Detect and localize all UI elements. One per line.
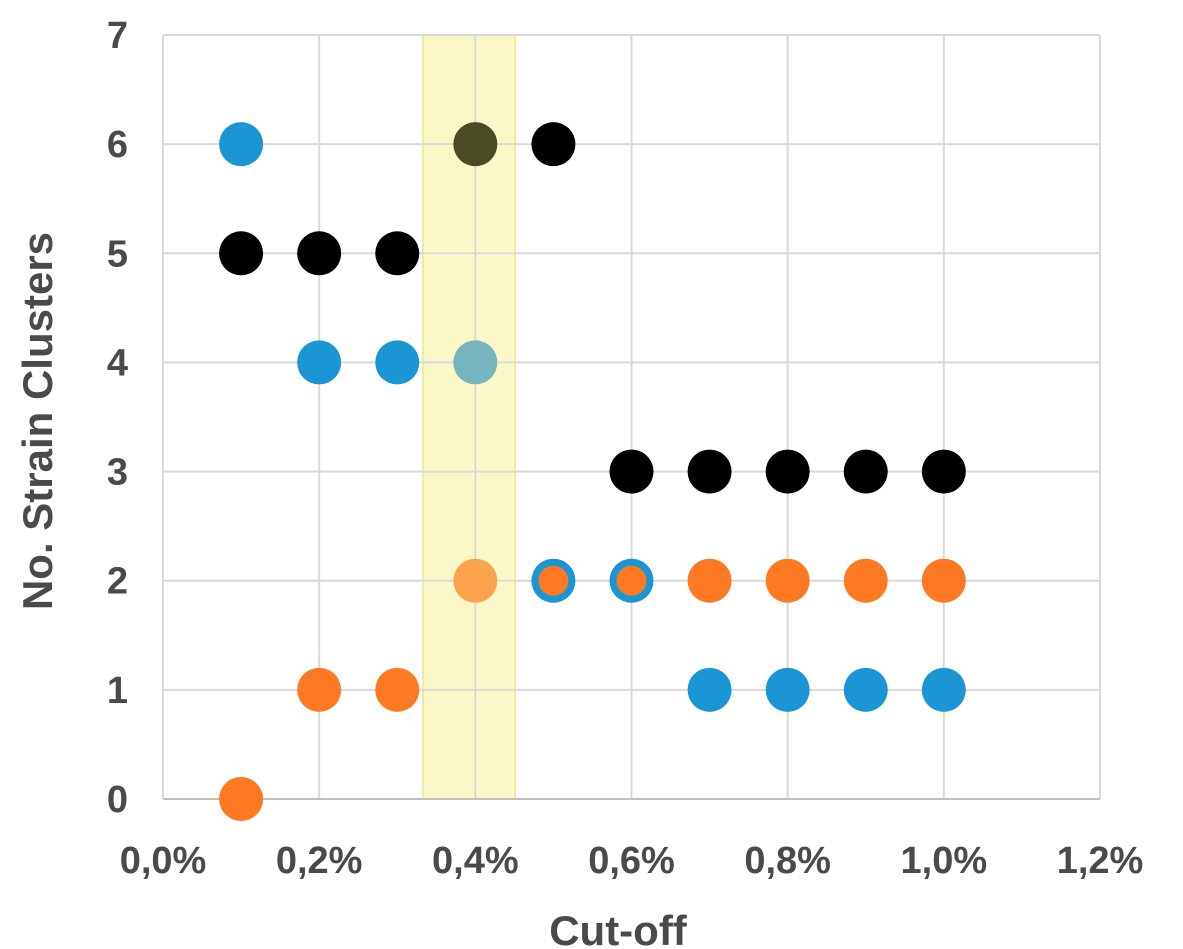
x-tick-label: 0,6%	[588, 840, 675, 882]
data-point	[609, 449, 654, 494]
y-tick-label: 5	[107, 233, 128, 275]
y-axis-title: No. Strain Clusters	[14, 232, 61, 610]
x-tick-label: 0,0%	[120, 840, 207, 882]
data-point	[375, 667, 420, 712]
x-tick-label: 0,4%	[432, 840, 519, 882]
data-point	[453, 558, 498, 603]
data-point	[297, 667, 342, 712]
x-tick-label: 1,2%	[1057, 840, 1144, 882]
data-point	[921, 667, 966, 712]
x-tick-label: 0,8%	[744, 840, 831, 882]
data-point	[765, 449, 810, 494]
y-tick-label: 7	[107, 15, 128, 57]
data-point	[453, 122, 498, 167]
x-tick-label: 1,0%	[901, 840, 988, 882]
data-point	[921, 558, 966, 603]
data-point	[687, 667, 732, 712]
data-point	[297, 231, 342, 276]
x-tick-label: 0,2%	[276, 840, 363, 882]
y-tick-label: 2	[107, 561, 128, 603]
data-point	[687, 449, 732, 494]
y-tick-label: 1	[107, 670, 128, 712]
data-point	[531, 122, 576, 167]
data-point	[219, 122, 264, 167]
data-point	[375, 231, 420, 276]
y-tick-label: 4	[107, 342, 128, 384]
data-point	[616, 565, 647, 596]
data-point	[375, 340, 420, 385]
y-tick-label: 0	[107, 779, 128, 821]
y-tick-label: 3	[107, 452, 128, 494]
data-point	[538, 565, 569, 596]
data-point	[219, 231, 264, 276]
data-point	[687, 558, 732, 603]
y-tick-label: 6	[107, 124, 128, 166]
data-point	[453, 340, 498, 385]
data-point	[843, 558, 888, 603]
data-point	[219, 777, 264, 821]
x-axis-title: Cut-off	[549, 907, 688, 949]
data-point	[843, 667, 888, 712]
data-point	[843, 449, 888, 494]
data-point	[297, 340, 342, 385]
data-point	[921, 449, 966, 494]
data-point	[765, 667, 810, 712]
data-point	[765, 558, 810, 603]
